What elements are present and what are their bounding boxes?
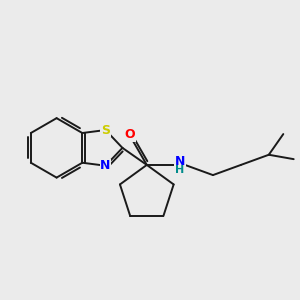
- Text: O: O: [124, 128, 135, 141]
- Text: H: H: [175, 165, 184, 175]
- Text: S: S: [101, 124, 110, 136]
- Text: N: N: [100, 159, 111, 172]
- Text: N: N: [175, 155, 185, 168]
